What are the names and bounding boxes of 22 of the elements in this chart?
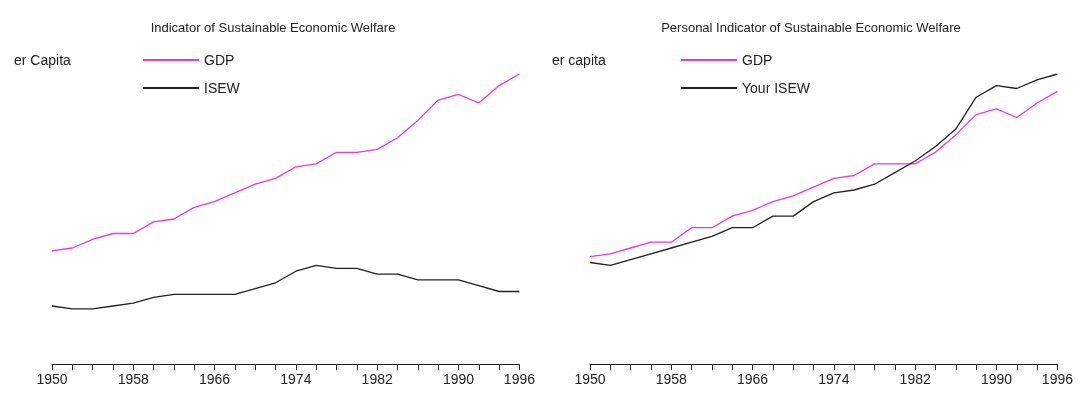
chart-title: Personal Indicator of Sustainable Economic Welfare bbox=[661, 20, 961, 35]
x-tick-label: 1950 bbox=[36, 371, 68, 387]
legend-label: ISEW bbox=[204, 80, 241, 96]
x-tick-label: 1996 bbox=[503, 371, 536, 387]
x-tick-label: 1996 bbox=[1041, 371, 1074, 387]
x-tick-label: 1982 bbox=[899, 371, 931, 387]
x-tick-label: 1966 bbox=[737, 371, 769, 387]
x-tick-label: 1974 bbox=[818, 371, 850, 387]
y-axis-title: er Capita bbox=[14, 52, 71, 68]
x-tick-label: 1958 bbox=[117, 371, 150, 387]
x-tick-label: 1982 bbox=[361, 371, 393, 387]
x-tick-label: 1958 bbox=[655, 371, 688, 387]
x-tick-label: 1950 bbox=[574, 371, 606, 387]
x-tick-label: 1990 bbox=[980, 371, 1013, 387]
x-tick-label: 1966 bbox=[199, 371, 231, 387]
legend-label: Your ISEW bbox=[742, 80, 811, 96]
x-tick-label: 1990 bbox=[442, 371, 475, 387]
legend-label: GDP bbox=[204, 52, 235, 68]
chart-title: Indicator of Sustainable Economic Welfare bbox=[150, 20, 396, 35]
y-axis-title: er capita bbox=[552, 52, 606, 68]
legend-label: GDP bbox=[742, 52, 773, 68]
x-tick-label: 1974 bbox=[280, 371, 312, 387]
